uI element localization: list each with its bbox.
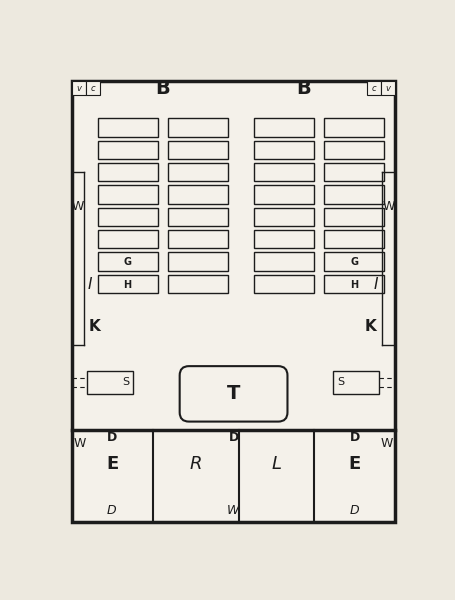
Bar [254, 252, 314, 271]
Bar [168, 208, 228, 226]
Text: $\mathbf{K}$: $\mathbf{K}$ [364, 318, 379, 334]
Text: $\mathit{R}$: $\mathit{R}$ [189, 455, 202, 473]
Text: $\mathbf{H}$: $\mathbf{H}$ [123, 278, 133, 290]
Bar [254, 163, 314, 181]
Bar [86, 81, 100, 95]
Bar [254, 275, 314, 293]
Bar [98, 140, 158, 159]
Bar [87, 371, 133, 394]
Text: W: W [381, 437, 393, 451]
Bar [324, 208, 384, 226]
Text: $\mathbf{T}$: $\mathbf{T}$ [226, 385, 241, 403]
Text: $\mathbf{D}$: $\mathbf{D}$ [228, 431, 239, 444]
Text: v: v [385, 83, 390, 92]
Bar [367, 81, 381, 95]
Text: $\mathbf{G}$: $\mathbf{G}$ [350, 256, 359, 268]
Bar [168, 140, 228, 159]
Text: $\mathbf{B}$: $\mathbf{B}$ [155, 79, 170, 98]
Bar [324, 185, 384, 203]
Bar [324, 275, 384, 293]
Text: $\mathbf{D}$: $\mathbf{D}$ [106, 431, 118, 444]
Bar [324, 140, 384, 159]
Bar [254, 140, 314, 159]
Text: $\mathit{L}$: $\mathit{L}$ [271, 455, 282, 473]
Bar [168, 252, 228, 271]
Bar [254, 118, 314, 137]
FancyBboxPatch shape [180, 366, 288, 422]
Text: $\mathit{D}$: $\mathit{D}$ [349, 505, 360, 517]
Bar [324, 163, 384, 181]
Bar [168, 185, 228, 203]
Text: c: c [371, 83, 376, 92]
Bar [98, 275, 158, 293]
Bar [333, 371, 379, 394]
Bar [98, 185, 158, 203]
Text: c: c [91, 83, 95, 92]
Bar [324, 230, 384, 248]
Text: W: W [72, 200, 84, 213]
Bar [72, 81, 86, 95]
Text: $\mathbf{D}$: $\mathbf{D}$ [349, 431, 360, 444]
Text: $\mathbf{H}$: $\mathbf{H}$ [350, 278, 359, 290]
Text: $\mathbf{K}$: $\mathbf{K}$ [88, 318, 102, 334]
Bar [98, 163, 158, 181]
Text: v: v [76, 83, 81, 92]
Text: $\mathit{I}$: $\mathit{I}$ [373, 276, 379, 292]
Bar [168, 275, 228, 293]
Bar [168, 163, 228, 181]
Text: $\mathit{I}$: $\mathit{I}$ [87, 276, 93, 292]
Text: S: S [337, 377, 344, 388]
Bar [254, 208, 314, 226]
Bar [98, 230, 158, 248]
Text: S: S [122, 377, 129, 388]
Bar [168, 118, 228, 137]
Bar [168, 230, 228, 248]
Text: W: W [382, 200, 394, 213]
Bar [381, 81, 394, 95]
Text: $\mathit{W}$: $\mathit{W}$ [226, 505, 241, 517]
Text: $\mathbf{E}$: $\mathbf{E}$ [106, 455, 119, 473]
Text: $\mathit{D}$: $\mathit{D}$ [106, 505, 117, 517]
Bar [324, 118, 384, 137]
Bar [254, 185, 314, 203]
Bar [324, 252, 384, 271]
Text: $\mathbf{G}$: $\mathbf{G}$ [123, 256, 133, 268]
Text: $\mathbf{E}$: $\mathbf{E}$ [348, 455, 361, 473]
Text: W: W [73, 437, 86, 451]
Bar [98, 208, 158, 226]
Bar [254, 230, 314, 248]
Bar [98, 252, 158, 271]
Text: $\mathbf{B}$: $\mathbf{B}$ [297, 79, 312, 98]
Bar [98, 118, 158, 137]
